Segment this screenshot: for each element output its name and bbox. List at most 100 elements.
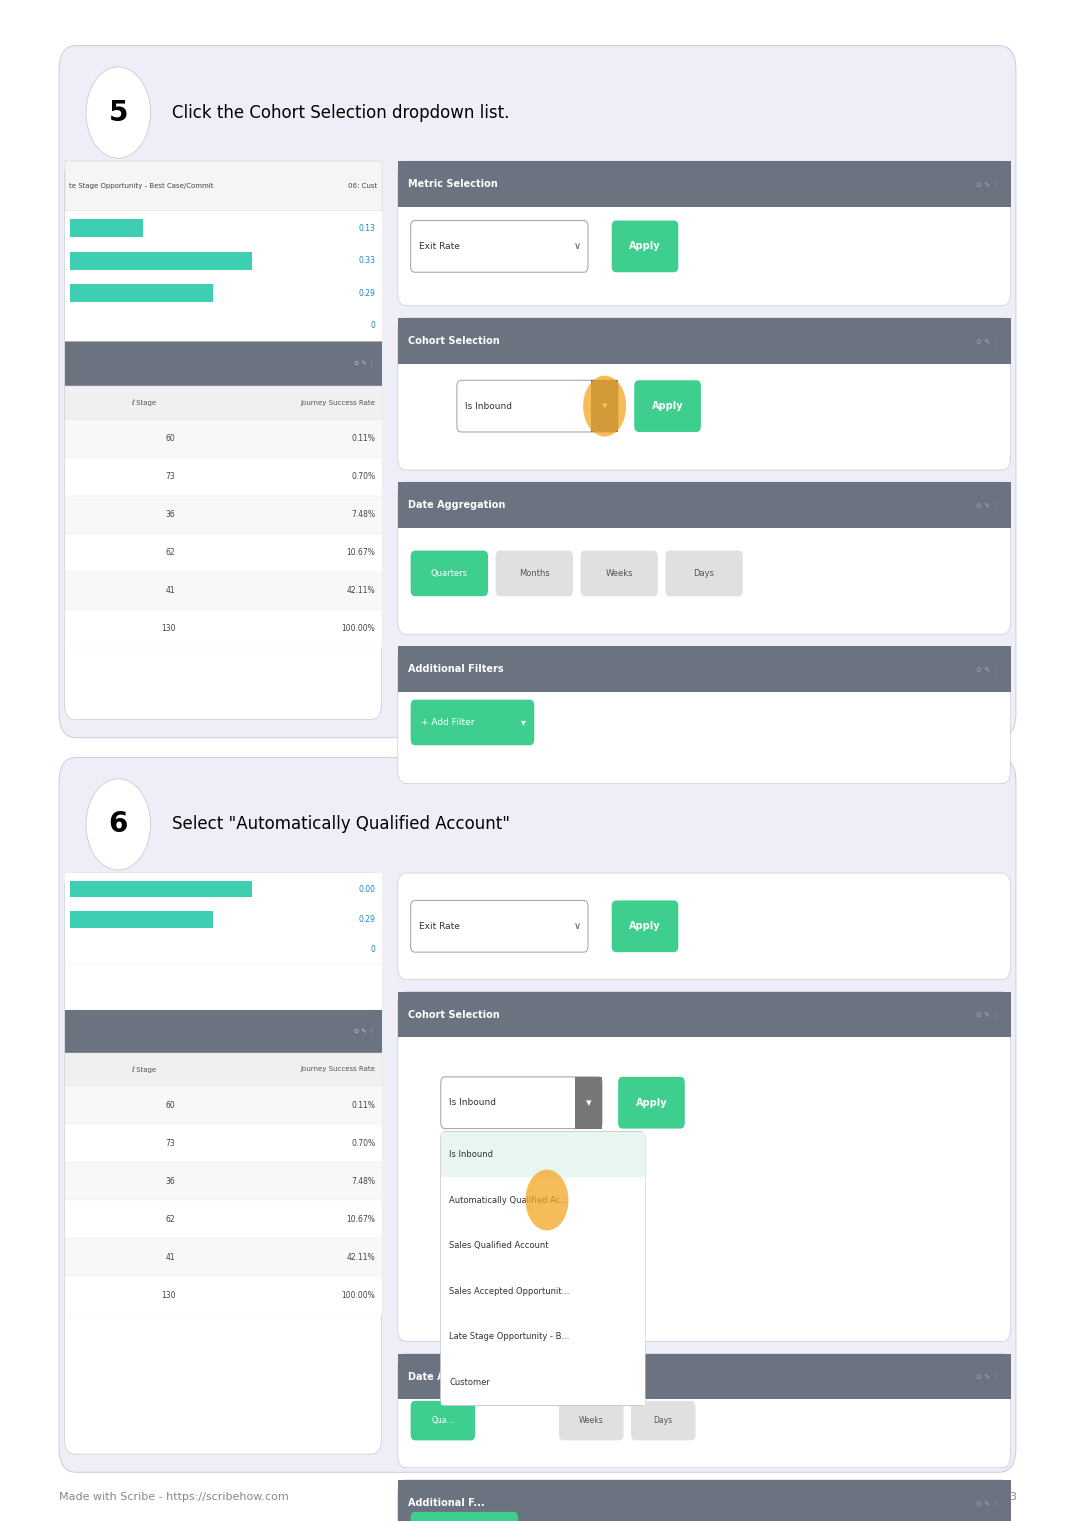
- FancyBboxPatch shape: [411, 1512, 518, 1521]
- FancyBboxPatch shape: [398, 1354, 1010, 1399]
- FancyBboxPatch shape: [441, 1223, 645, 1269]
- Text: Cohort Selection: Cohort Selection: [408, 336, 500, 345]
- Text: 10.67%: 10.67%: [346, 549, 375, 557]
- Text: 7.48%: 7.48%: [352, 1177, 375, 1185]
- FancyBboxPatch shape: [634, 380, 701, 432]
- Text: ⊙ ✎ ⋮: ⊙ ✎ ⋮: [976, 181, 1000, 187]
- Text: 0.29: 0.29: [358, 916, 375, 923]
- Text: Automatically Qualified Ac...: Automatically Qualified Ac...: [449, 1196, 569, 1205]
- FancyBboxPatch shape: [70, 284, 213, 301]
- FancyBboxPatch shape: [64, 161, 382, 211]
- FancyBboxPatch shape: [612, 900, 678, 952]
- Text: Weeks: Weeks: [605, 569, 633, 578]
- FancyBboxPatch shape: [496, 551, 573, 596]
- Text: Is Inbound: Is Inbound: [449, 1098, 497, 1107]
- Text: 100.00%: 100.00%: [342, 1291, 375, 1299]
- Text: Exit Rate: Exit Rate: [419, 242, 460, 251]
- FancyBboxPatch shape: [64, 211, 382, 341]
- FancyBboxPatch shape: [64, 1200, 382, 1238]
- FancyBboxPatch shape: [559, 1401, 624, 1440]
- Text: 3: 3: [1008, 1492, 1016, 1501]
- Text: Made with Scribe - https://scribehow.com: Made with Scribe - https://scribehow.com: [59, 1492, 289, 1501]
- FancyBboxPatch shape: [398, 992, 1010, 1037]
- FancyBboxPatch shape: [575, 1077, 602, 1129]
- FancyBboxPatch shape: [398, 482, 1010, 528]
- Text: 7.48%: 7.48%: [352, 511, 375, 519]
- Text: 62: 62: [166, 1215, 175, 1223]
- FancyBboxPatch shape: [580, 551, 658, 596]
- Text: ⊙ ✎ ⋮: ⊙ ✎ ⋮: [976, 666, 1000, 672]
- Text: Apply: Apply: [629, 242, 661, 251]
- Text: 62: 62: [166, 549, 175, 557]
- Text: Customer: Customer: [449, 1378, 490, 1387]
- Text: ⊙ ✎ ⋮: ⊙ ✎ ⋮: [976, 1011, 1000, 1018]
- Text: 130: 130: [161, 1291, 175, 1299]
- Text: 0.11%: 0.11%: [352, 435, 375, 443]
- Text: Quarters: Quarters: [431, 569, 468, 578]
- Text: Apply: Apply: [635, 1098, 668, 1107]
- FancyBboxPatch shape: [70, 252, 252, 269]
- FancyBboxPatch shape: [64, 386, 382, 420]
- FancyBboxPatch shape: [64, 1124, 382, 1162]
- Text: Journey Success Rate: Journey Success Rate: [300, 1066, 375, 1072]
- FancyBboxPatch shape: [411, 700, 534, 745]
- FancyBboxPatch shape: [398, 161, 1010, 306]
- FancyBboxPatch shape: [411, 221, 588, 272]
- FancyBboxPatch shape: [70, 911, 213, 928]
- FancyBboxPatch shape: [398, 992, 1010, 1342]
- Text: 0: 0: [370, 321, 375, 330]
- FancyBboxPatch shape: [64, 1053, 382, 1086]
- Text: Weeks: Weeks: [578, 1416, 604, 1425]
- FancyBboxPatch shape: [64, 161, 382, 719]
- Text: Journey Success Rate: Journey Success Rate: [300, 400, 375, 406]
- Text: 36: 36: [166, 1177, 175, 1185]
- FancyBboxPatch shape: [441, 1132, 645, 1177]
- FancyBboxPatch shape: [64, 496, 382, 534]
- FancyBboxPatch shape: [64, 420, 382, 458]
- FancyBboxPatch shape: [398, 1480, 1010, 1521]
- Text: 0: 0: [370, 946, 375, 954]
- FancyBboxPatch shape: [64, 610, 382, 648]
- Text: 0.13: 0.13: [358, 224, 375, 233]
- Text: 10.67%: 10.67%: [346, 1215, 375, 1223]
- Text: 42.11%: 42.11%: [346, 1253, 375, 1261]
- Text: ∨: ∨: [573, 922, 580, 931]
- Text: Apply: Apply: [651, 402, 684, 411]
- Text: Click the Cohort Selection dropdown list.: Click the Cohort Selection dropdown list…: [172, 103, 510, 122]
- Text: 42.11%: 42.11%: [346, 587, 375, 595]
- Text: ∨: ∨: [573, 242, 580, 251]
- FancyBboxPatch shape: [411, 900, 588, 952]
- FancyBboxPatch shape: [59, 46, 1016, 738]
- FancyBboxPatch shape: [631, 1401, 696, 1440]
- FancyBboxPatch shape: [64, 964, 382, 1010]
- Circle shape: [526, 1170, 569, 1230]
- FancyBboxPatch shape: [398, 1354, 1010, 1468]
- Circle shape: [86, 67, 150, 158]
- FancyBboxPatch shape: [618, 1077, 685, 1129]
- FancyBboxPatch shape: [64, 1162, 382, 1200]
- FancyBboxPatch shape: [398, 161, 1010, 207]
- Text: 0.00: 0.00: [358, 885, 375, 893]
- FancyBboxPatch shape: [64, 1086, 382, 1124]
- FancyBboxPatch shape: [70, 219, 143, 237]
- FancyBboxPatch shape: [64, 534, 382, 572]
- Text: 6: 6: [109, 811, 128, 838]
- FancyBboxPatch shape: [64, 873, 382, 1454]
- Text: Apply: Apply: [629, 922, 661, 931]
- Text: 73: 73: [166, 473, 175, 481]
- Circle shape: [86, 779, 150, 870]
- FancyBboxPatch shape: [64, 873, 382, 964]
- Text: Qua...: Qua...: [431, 1416, 455, 1425]
- Text: Additional Filters: Additional Filters: [408, 665, 504, 674]
- Text: 100.00%: 100.00%: [342, 625, 375, 633]
- Text: ℓ Stage: ℓ Stage: [131, 400, 156, 406]
- Text: Date Aggregation: Date Aggregation: [408, 500, 506, 510]
- FancyBboxPatch shape: [398, 318, 1010, 364]
- Text: Metric Selection: Metric Selection: [408, 179, 498, 189]
- Text: 0.70%: 0.70%: [352, 1139, 375, 1147]
- Text: Cohort Selection: Cohort Selection: [408, 1010, 500, 1019]
- Text: 06: Cust: 06: Cust: [348, 184, 377, 189]
- FancyBboxPatch shape: [70, 881, 252, 897]
- FancyBboxPatch shape: [441, 1360, 645, 1405]
- Text: 36: 36: [166, 511, 175, 519]
